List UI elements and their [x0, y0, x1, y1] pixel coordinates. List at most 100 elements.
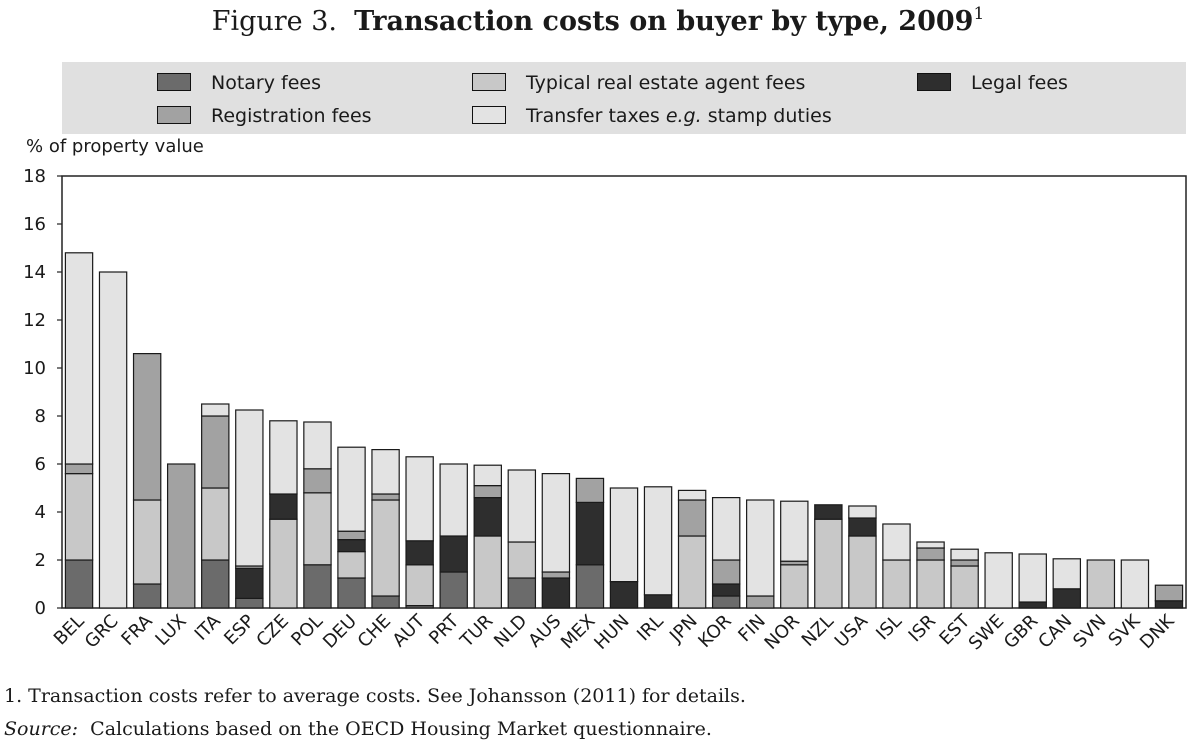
- legend-label-legal: Legal fees: [971, 72, 1068, 94]
- bar-cze-agent: [269, 518, 298, 609]
- bar-ita-registration: [201, 415, 230, 489]
- bar-tur-legal: [473, 497, 502, 537]
- bar-grc-transfer: [98, 271, 128, 609]
- bar-isr-registration: [916, 547, 945, 561]
- legend-swatch-notary: [157, 73, 191, 91]
- bar-kor-registration: [711, 559, 741, 585]
- x-tick-label-gbr: GBR: [1000, 611, 1042, 653]
- bar-che-transfer: [371, 449, 400, 495]
- x-tick-label-mex: MEX: [557, 611, 600, 654]
- bar-pol-registration: [303, 468, 332, 494]
- bar-aut-legal: [405, 540, 434, 566]
- y-axis-label: % of property value: [26, 136, 204, 157]
- bar-usa-agent: [848, 535, 877, 609]
- x-tick-label-prt: PRT: [425, 610, 464, 649]
- x-tick-label-aut: AUT: [389, 610, 430, 651]
- title-footnote-marker: 1: [973, 4, 985, 24]
- bar-che-agent: [371, 499, 400, 597]
- bar-irl-legal: [643, 594, 673, 609]
- bar-est-registration: [950, 559, 979, 567]
- bar-deu-legal: [337, 539, 366, 553]
- bar-irl-transfer: [643, 486, 673, 596]
- bar-isr-agent: [916, 559, 945, 609]
- legend-label-agent: Typical real estate agent fees: [526, 72, 806, 94]
- bar-fin-transfer: [746, 499, 775, 597]
- y-tick-label: 10: [23, 358, 46, 379]
- chart-title: Figure 3. Transaction costs on buyer by …: [0, 4, 1196, 37]
- bar-nld-notary: [507, 577, 537, 609]
- bar-aus-registration: [541, 571, 571, 579]
- bar-nld-agent: [507, 541, 537, 579]
- bar-swe-transfer: [984, 552, 1013, 609]
- bar-kor-legal: [711, 583, 741, 597]
- bar-esp-notary: [235, 597, 264, 609]
- bar-nor-agent: [780, 564, 809, 609]
- bar-nzl-legal: [814, 504, 843, 520]
- x-tick-label-esp: ESP: [220, 611, 259, 650]
- bar-che-registration: [371, 493, 400, 501]
- bar-lux-registration: [166, 463, 196, 609]
- x-tick-label-grc: GRC: [81, 611, 123, 653]
- source-label: Source:: [4, 718, 79, 740]
- bar-est-transfer: [950, 548, 979, 561]
- x-tick-label-swe: SWE: [965, 611, 1009, 655]
- bar-est-agent: [950, 565, 979, 609]
- bar-mex-notary: [575, 564, 605, 609]
- legend-label-notary: Notary fees: [211, 72, 321, 94]
- bar-pol-transfer: [303, 421, 332, 470]
- bar-aus-legal: [541, 577, 571, 609]
- bar-isl-agent: [882, 559, 911, 609]
- x-tick-label-isl: ISL: [872, 611, 906, 645]
- footnote: 1. Transaction costs refer to average co…: [4, 685, 746, 707]
- x-tick-label-aus: AUS: [524, 611, 565, 652]
- figure-number: Figure 3.: [211, 6, 337, 37]
- bar-cze-legal: [269, 493, 298, 520]
- x-tick-label-isr: ISR: [905, 611, 941, 647]
- bar-deu-registration: [337, 530, 366, 541]
- bar-deu-notary: [337, 577, 366, 609]
- title-text: Transaction costs on buyer by type, 2009: [354, 6, 974, 37]
- bar-can-transfer: [1052, 558, 1082, 590]
- bar-jpn-transfer: [677, 489, 707, 501]
- bar-gbr-legal: [1018, 601, 1047, 609]
- bar-aus-transfer: [541, 473, 571, 573]
- bar-tur-agent: [473, 535, 502, 609]
- legend-swatch-transfer: [472, 106, 506, 124]
- bar-mex-legal: [575, 501, 605, 566]
- bar-tur-registration: [473, 485, 502, 499]
- x-tick-label-lux: LUX: [151, 611, 190, 650]
- legend-label-transfer: Transfer taxes e.g. stamp duties: [526, 105, 832, 127]
- bar-gbr-transfer: [1018, 553, 1047, 603]
- legend-swatch-legal: [917, 73, 951, 91]
- bar-che-notary: [371, 595, 400, 609]
- x-tick-label-bel: BEL: [50, 611, 89, 650]
- bar-deu-transfer: [337, 446, 366, 532]
- bar-deu-agent: [337, 551, 366, 579]
- source-note: Source: Calculations based on the OECD H…: [4, 718, 712, 740]
- legend-swatch-agent: [472, 73, 506, 91]
- bar-hun-transfer: [609, 487, 639, 583]
- x-tick-label-deu: DEU: [319, 611, 361, 653]
- y-tick-label: 4: [35, 502, 46, 523]
- bar-bel-registration: [64, 463, 94, 475]
- x-tick-label-svk: SVK: [1104, 610, 1145, 651]
- bar-prt-notary: [439, 571, 468, 609]
- bar-mex-registration: [575, 477, 605, 503]
- bar-esp-legal: [235, 567, 264, 599]
- y-tick-label: 14: [23, 262, 46, 283]
- bar-nzl-agent: [814, 518, 843, 609]
- bar-prt-legal: [439, 535, 468, 573]
- bar-isr-transfer: [916, 541, 945, 549]
- bar-kor-transfer: [711, 497, 741, 561]
- x-tick-label-tur: TUR: [456, 611, 497, 652]
- chart-legend: Notary fees Registration fees Typical re…: [62, 62, 1186, 134]
- legend-swatch-registration: [157, 106, 191, 124]
- source-text: Calculations based on the OECD Housing M…: [90, 718, 712, 740]
- bar-prt-transfer: [439, 463, 468, 537]
- y-tick-label: 18: [23, 166, 46, 187]
- bar-pol-agent: [303, 492, 332, 566]
- x-tick-label-irl: IRL: [633, 611, 668, 646]
- bar-ita-notary: [201, 559, 230, 609]
- x-tick-label-ita: ITA: [191, 610, 226, 645]
